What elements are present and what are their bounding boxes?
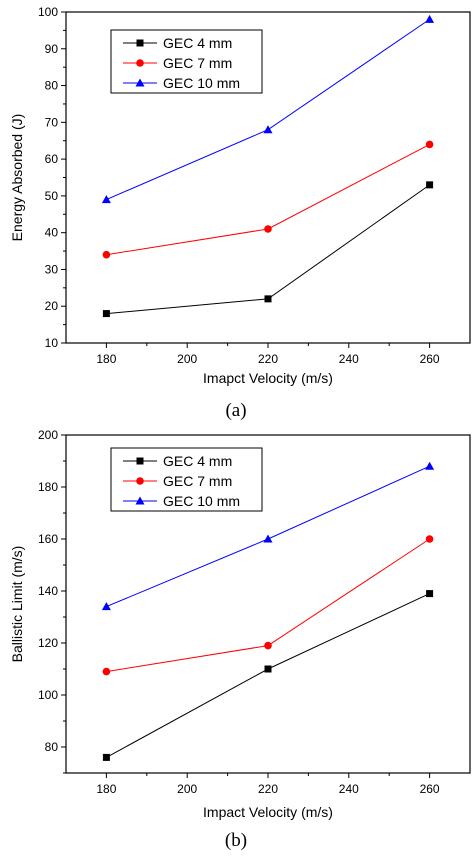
data-point <box>102 310 110 318</box>
figure-caption: (a) <box>225 400 246 421</box>
series-gec-10-mm <box>101 461 435 611</box>
x-tick-label: 180 <box>96 352 116 366</box>
x-axis-title: Impact Velocity (m/s) <box>203 804 333 820</box>
series-gec-4-mm <box>102 590 434 761</box>
legend-marker <box>136 39 144 47</box>
data-point <box>101 602 111 611</box>
x-tick-label: 220 <box>258 352 278 366</box>
x-tick-label: 240 <box>339 782 359 796</box>
x-tick-label: 260 <box>420 782 440 796</box>
data-point <box>263 534 273 543</box>
series-gec-10-mm <box>101 14 435 204</box>
data-point <box>425 14 435 23</box>
y-tick-label: 90 <box>45 42 59 56</box>
series-line <box>106 184 430 315</box>
energy-absorbed-plot: 180 200 220 240 260 10 20 30 40 50 60 70 80 90 100 Imap… <box>9 5 471 421</box>
legend-marker <box>135 78 145 87</box>
series-gec-7-mm <box>102 535 434 676</box>
x-tick-label: 180 <box>96 782 116 796</box>
data-point <box>425 535 434 543</box>
y-tick-label: 10 <box>45 336 59 350</box>
legend-label: GEC 4 mm <box>163 453 232 469</box>
y-axis-title: Energy Absorbed (J) <box>9 114 25 242</box>
series-gec-4-mm <box>102 181 434 318</box>
legend-marker <box>136 477 144 485</box>
data-point <box>264 295 272 303</box>
data-point <box>102 667 111 676</box>
chart-energy-absorbed: 180 200 220 240 260 10 20 30 40 50 60 70 80 90 100 Imap… <box>0 0 472 428</box>
y-tick-label: 60 <box>45 152 59 166</box>
data-point <box>426 590 434 598</box>
series-gec-7-mm <box>102 140 434 259</box>
legend-label: GEC 7 mm <box>163 473 232 489</box>
data-point <box>264 665 272 673</box>
data-point <box>263 125 273 134</box>
y-tick-label: 70 <box>45 115 59 129</box>
chart-ballistic-limit: 180 200 220 240 260 80 100 120 140 160 180 200 Impac… <box>0 428 472 859</box>
legend-label: GEC 10 mm <box>163 493 240 509</box>
legend: GEC 4 mm GEC 7 mm GEC 10 mm <box>110 447 263 512</box>
y-tick-label: 120 <box>38 636 58 650</box>
x-tick-label: 240 <box>339 352 359 366</box>
x-tick-label: 260 <box>420 352 440 366</box>
legend-label: GEC 4 mm <box>163 35 232 51</box>
series-line <box>106 593 430 758</box>
legend-marker <box>136 457 144 465</box>
legend-label: GEC 7 mm <box>163 55 232 71</box>
data-point <box>264 225 272 233</box>
y-tick-label: 20 <box>45 299 59 313</box>
data-point <box>264 641 272 650</box>
data-point <box>425 461 435 470</box>
series-line <box>106 538 430 673</box>
y-tick-label: 160 <box>38 532 58 546</box>
legend-marker <box>136 59 144 67</box>
series-line <box>106 143 430 256</box>
data-point <box>102 753 110 761</box>
x-tick-label: 200 <box>177 782 197 796</box>
y-tick-label: 100 <box>38 5 58 19</box>
figure-caption: (b) <box>225 830 247 851</box>
legend-marker <box>135 496 145 505</box>
y-tick-label: 200 <box>38 428 58 442</box>
data-point <box>102 250 111 259</box>
y-tick-label: 100 <box>38 688 58 702</box>
data-point <box>425 140 434 149</box>
data-point <box>101 195 111 204</box>
x-axis-title: Imapct Velocity (m/s) <box>203 370 333 386</box>
legend-label: GEC 10 mm <box>163 75 240 91</box>
y-tick-label: 80 <box>45 740 59 754</box>
y-tick-label: 140 <box>38 584 58 598</box>
y-tick-label: 180 <box>38 480 58 494</box>
legend-box <box>110 29 263 94</box>
x-tick-label: 200 <box>177 352 197 366</box>
y-tick-label: 80 <box>45 79 59 93</box>
x-tick-label: 220 <box>258 782 278 796</box>
data-point <box>426 181 434 189</box>
y-tick-label: 30 <box>45 262 59 276</box>
y-axis-title: Ballistic Limit (m/s) <box>9 546 25 663</box>
y-tick-label: 50 <box>45 189 59 203</box>
ballistic-limit-plot: 180 200 220 240 260 80 100 120 140 160 180 200 Impac… <box>9 428 471 851</box>
legend: GEC 4 mm GEC 7 mm GEC 10 mm <box>110 29 263 94</box>
y-tick-label: 40 <box>45 226 59 240</box>
